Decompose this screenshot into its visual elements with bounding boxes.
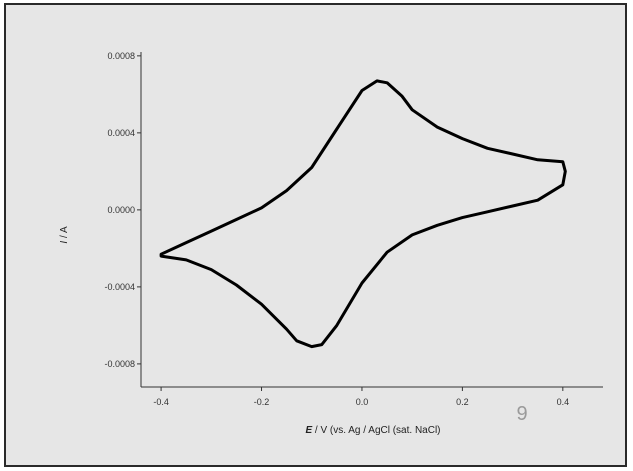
series-line (159, 79, 567, 349)
x-tick-label: -0.4 (153, 397, 169, 407)
y-tick-label: -0.0008 (104, 359, 135, 369)
y-axis-label-symbol: I (59, 241, 70, 244)
x-ticks-group: -0.4 -0.2 0.0 0.2 0.4 (153, 387, 569, 407)
chart-frame (4, 3, 627, 467)
x-axis-label-symbol: E (305, 425, 312, 436)
x-axis-label: E / V (vs. Ag / AgCl (sat. NaCl) (305, 425, 440, 436)
annotation-nine: 9 (516, 403, 527, 425)
y-ticks-group: 0.0008 0.0004 0.0000 -0.0004 -0.0008 (104, 51, 141, 369)
y-tick-label: 0.0004 (107, 128, 135, 138)
y-tick-label: -0.0004 (104, 282, 135, 292)
x-tick-label: 0.2 (456, 397, 469, 407)
x-tick-label: 0.4 (557, 397, 570, 407)
x-tick-label: -0.2 (254, 397, 270, 407)
y-tick-label: 0.0000 (107, 205, 135, 215)
y-tick-label: 0.0008 (107, 51, 135, 61)
x-tick-label: 0.0 (356, 397, 369, 407)
x-axis-label-text: / V (vs. Ag / AgCl (sat. NaCl) (312, 425, 440, 436)
y-axis-label: I / A (59, 226, 70, 244)
y-axis-label-text: / A (59, 226, 70, 241)
